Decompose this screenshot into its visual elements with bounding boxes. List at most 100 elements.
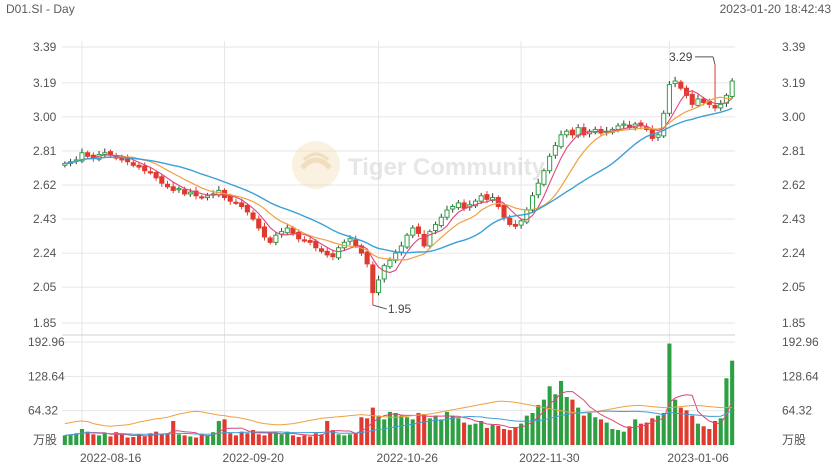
- volume-bar-up: [553, 394, 558, 445]
- price-candle: [433, 221, 439, 235]
- volume-bar-down: [513, 427, 518, 445]
- volume-bar-up: [387, 411, 392, 445]
- volume-bar-down: [245, 433, 250, 445]
- volume-tick-label-left: 64.32: [28, 404, 58, 418]
- volume-bar-up: [695, 423, 700, 445]
- volume-bar-up: [336, 434, 341, 445]
- candle-body-down: [170, 186, 176, 191]
- volume-bar-down: [701, 426, 706, 445]
- price-candle: [147, 167, 153, 175]
- candle-body-up: [410, 227, 416, 236]
- volume-bar-down: [581, 415, 586, 445]
- candle-body-up: [381, 265, 387, 280]
- price-candle: [153, 170, 159, 181]
- candle-body-up: [655, 134, 661, 138]
- candle-body-up: [284, 227, 290, 234]
- price-candle: [375, 275, 382, 296]
- volume-bar-up: [604, 422, 609, 445]
- price-candle: [472, 198, 479, 208]
- price-candle: [575, 124, 581, 139]
- volume-bar-down: [85, 431, 90, 445]
- volume-bar-up: [558, 380, 564, 445]
- volume-bar-down: [370, 407, 375, 445]
- price-candle: [569, 127, 576, 139]
- candle-body-down: [501, 204, 507, 218]
- candle-body-down: [147, 171, 153, 174]
- candle-body-up: [529, 195, 536, 211]
- volume-bar-up: [547, 386, 552, 445]
- price-candle: [427, 229, 433, 249]
- candle-body-down: [233, 201, 239, 204]
- volume-bar-up: [439, 419, 444, 445]
- candle-body-down: [256, 218, 262, 229]
- price-candle: [216, 186, 222, 198]
- candle-body-down: [461, 202, 467, 209]
- price-tick-label-right: 2.05: [782, 280, 806, 294]
- volume-bar-up: [444, 411, 450, 445]
- price-candle: [455, 200, 461, 210]
- price-candle: [130, 160, 136, 168]
- volume-bar-up: [479, 420, 484, 445]
- price-tick-label-left: 3.00: [33, 110, 57, 124]
- price-tick-label-left: 2.05: [33, 280, 57, 294]
- price-candle: [267, 235, 273, 245]
- volume-bar-down: [684, 410, 689, 445]
- volume-tick-label-right: 64.32: [782, 404, 812, 418]
- price-candle: [518, 218, 524, 229]
- price-candle: [661, 110, 667, 139]
- candle-body-down: [678, 81, 684, 89]
- price-candle: [421, 230, 427, 249]
- volume-bar-up: [667, 343, 672, 445]
- date-axis-label: 2023-01-06: [667, 451, 729, 465]
- price-candle: [370, 261, 376, 306]
- volume-bar-down: [114, 432, 119, 445]
- price-candle: [364, 249, 370, 268]
- volume-bar-up: [97, 435, 102, 445]
- price-candle: [547, 153, 553, 174]
- candle-body-down: [415, 226, 422, 234]
- candle-body-down: [495, 197, 501, 208]
- volume-bar-up: [176, 434, 181, 445]
- volume-bar-up: [393, 412, 398, 445]
- watermark-text: Tiger Community: [348, 154, 546, 181]
- volume-bar-down: [313, 433, 318, 445]
- volume-bar-up: [205, 435, 210, 445]
- candle-body-up: [375, 279, 382, 294]
- volume-bar-down: [308, 436, 313, 445]
- candle-body-down: [421, 233, 427, 247]
- price-candle: [723, 93, 729, 107]
- candle-body-down: [689, 93, 695, 105]
- price-candle: [592, 126, 598, 135]
- volume-bar-down: [199, 434, 204, 445]
- candle-body-down: [370, 264, 376, 294]
- candle-body-down: [136, 164, 142, 168]
- candle-body-up: [547, 155, 553, 172]
- volume-bar-up: [633, 419, 638, 445]
- price-candle: [450, 204, 456, 213]
- volume-bar-up: [473, 423, 478, 445]
- volume-bar-up: [718, 418, 723, 445]
- price-candle: [490, 193, 496, 203]
- volume-tick-label-left: 192.96: [28, 335, 65, 349]
- volume-bar-down: [148, 433, 153, 445]
- candle-body-up: [552, 145, 558, 156]
- price-candle: [729, 78, 735, 99]
- price-candle: [256, 215, 262, 231]
- price-candle: [318, 245, 325, 254]
- volume-bar-down: [268, 432, 273, 445]
- candle-body-up: [347, 238, 353, 242]
- price-tick-label-right: 2.24: [782, 246, 806, 260]
- volume-bar-down: [165, 433, 170, 445]
- candle-body-up: [404, 234, 410, 248]
- candle-body-down: [239, 202, 245, 208]
- volume-bar-up: [74, 433, 79, 445]
- volume-bar-up: [79, 428, 85, 445]
- price-candle: [204, 192, 210, 201]
- candle-body-up: [102, 152, 108, 156]
- price-candle: [581, 123, 587, 138]
- price-candle: [587, 129, 593, 138]
- candle-body-down: [581, 127, 587, 136]
- ma5-line: [64, 90, 733, 274]
- candle-body-up: [718, 103, 724, 109]
